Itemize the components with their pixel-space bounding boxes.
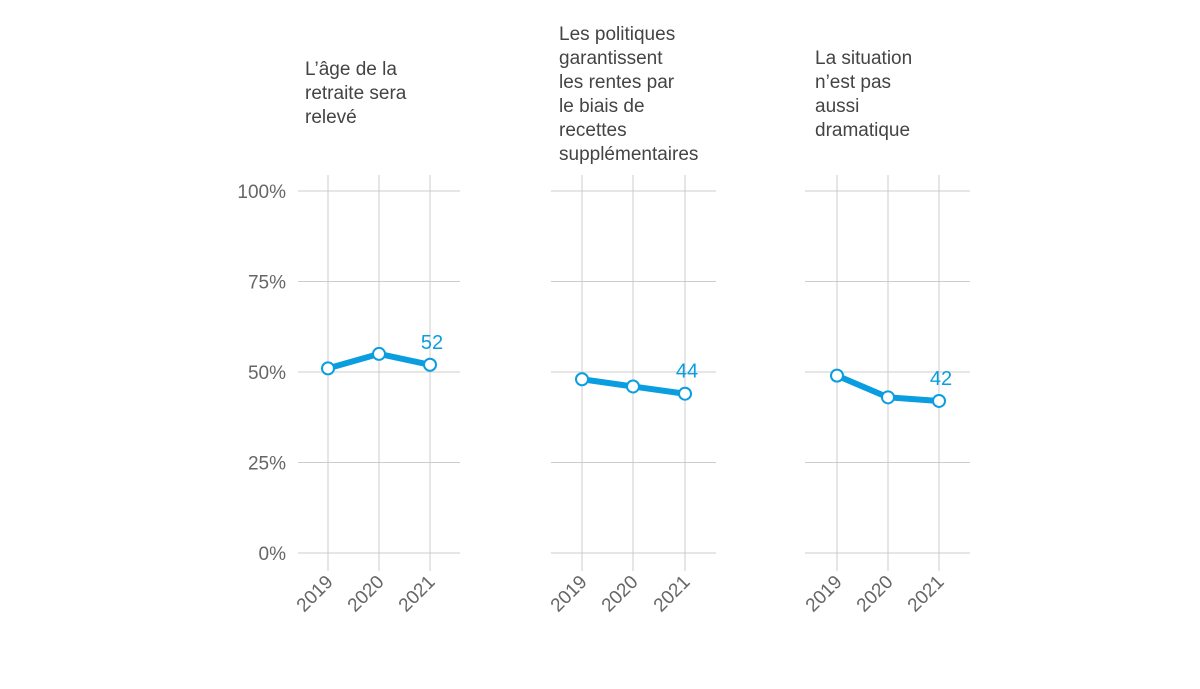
panel-title-line: dramatique [815, 120, 910, 141]
panel-title-line: les rentes par [559, 72, 675, 93]
panel-title-line: La situation [815, 48, 912, 69]
x-tick-label: 2020 [598, 572, 643, 617]
y-tick-label: 100% [237, 182, 286, 203]
data-point [932, 393, 946, 408]
panel-title-line: supplémentaires [559, 144, 698, 165]
data-point [830, 368, 844, 383]
panel-title-line: n’est pas [815, 72, 891, 93]
y-tick-label: 0% [259, 544, 287, 565]
panel-title-line: L’âge de la [305, 59, 397, 80]
x-tick-label: 2020 [853, 572, 898, 617]
data-point [372, 346, 386, 361]
panel-title-line: le biais de [559, 96, 645, 117]
panel-1: L’âge de la retraite sera relevé 0% 25% 50% 75… [237, 59, 460, 616]
panel-2: Les politiques garantissent les rentes par… [547, 24, 716, 616]
data-label: 42 [930, 368, 952, 390]
panel-3: La situation n’est pas aussi dramatique 2019… [802, 48, 970, 616]
x-tick-label: 2019 [293, 572, 338, 617]
y-tick-label: 50% [248, 363, 286, 384]
x-tick-label: 2021 [395, 572, 440, 617]
y-tick-label: 75% [248, 273, 286, 294]
panel-title-line: garantissent [559, 48, 663, 69]
data-label: 44 [676, 361, 698, 383]
data-point [626, 379, 640, 394]
panel-title-line: relevé [305, 107, 357, 128]
x-tick-label: 2019 [547, 572, 592, 617]
panel-title-line: aussi [815, 96, 859, 117]
x-tick-label: 2020 [344, 572, 389, 617]
panel-title-line: recettes [559, 120, 627, 141]
x-tick-label: 2019 [802, 572, 847, 617]
x-tick-label: 2021 [904, 572, 949, 617]
data-point [423, 357, 437, 372]
panel-title-line: retraite sera [305, 83, 407, 104]
data-point [575, 372, 589, 387]
small-multiples: L’âge de la retraite sera relevé 0% 25% 50% 75… [237, 24, 970, 616]
data-point [321, 361, 335, 376]
y-tick-label: 25% [248, 454, 286, 475]
panel-title-line: Les politiques [559, 24, 675, 45]
data-point [881, 390, 895, 405]
data-point [678, 386, 692, 401]
data-label: 52 [421, 332, 443, 354]
x-tick-label: 2021 [650, 572, 695, 617]
